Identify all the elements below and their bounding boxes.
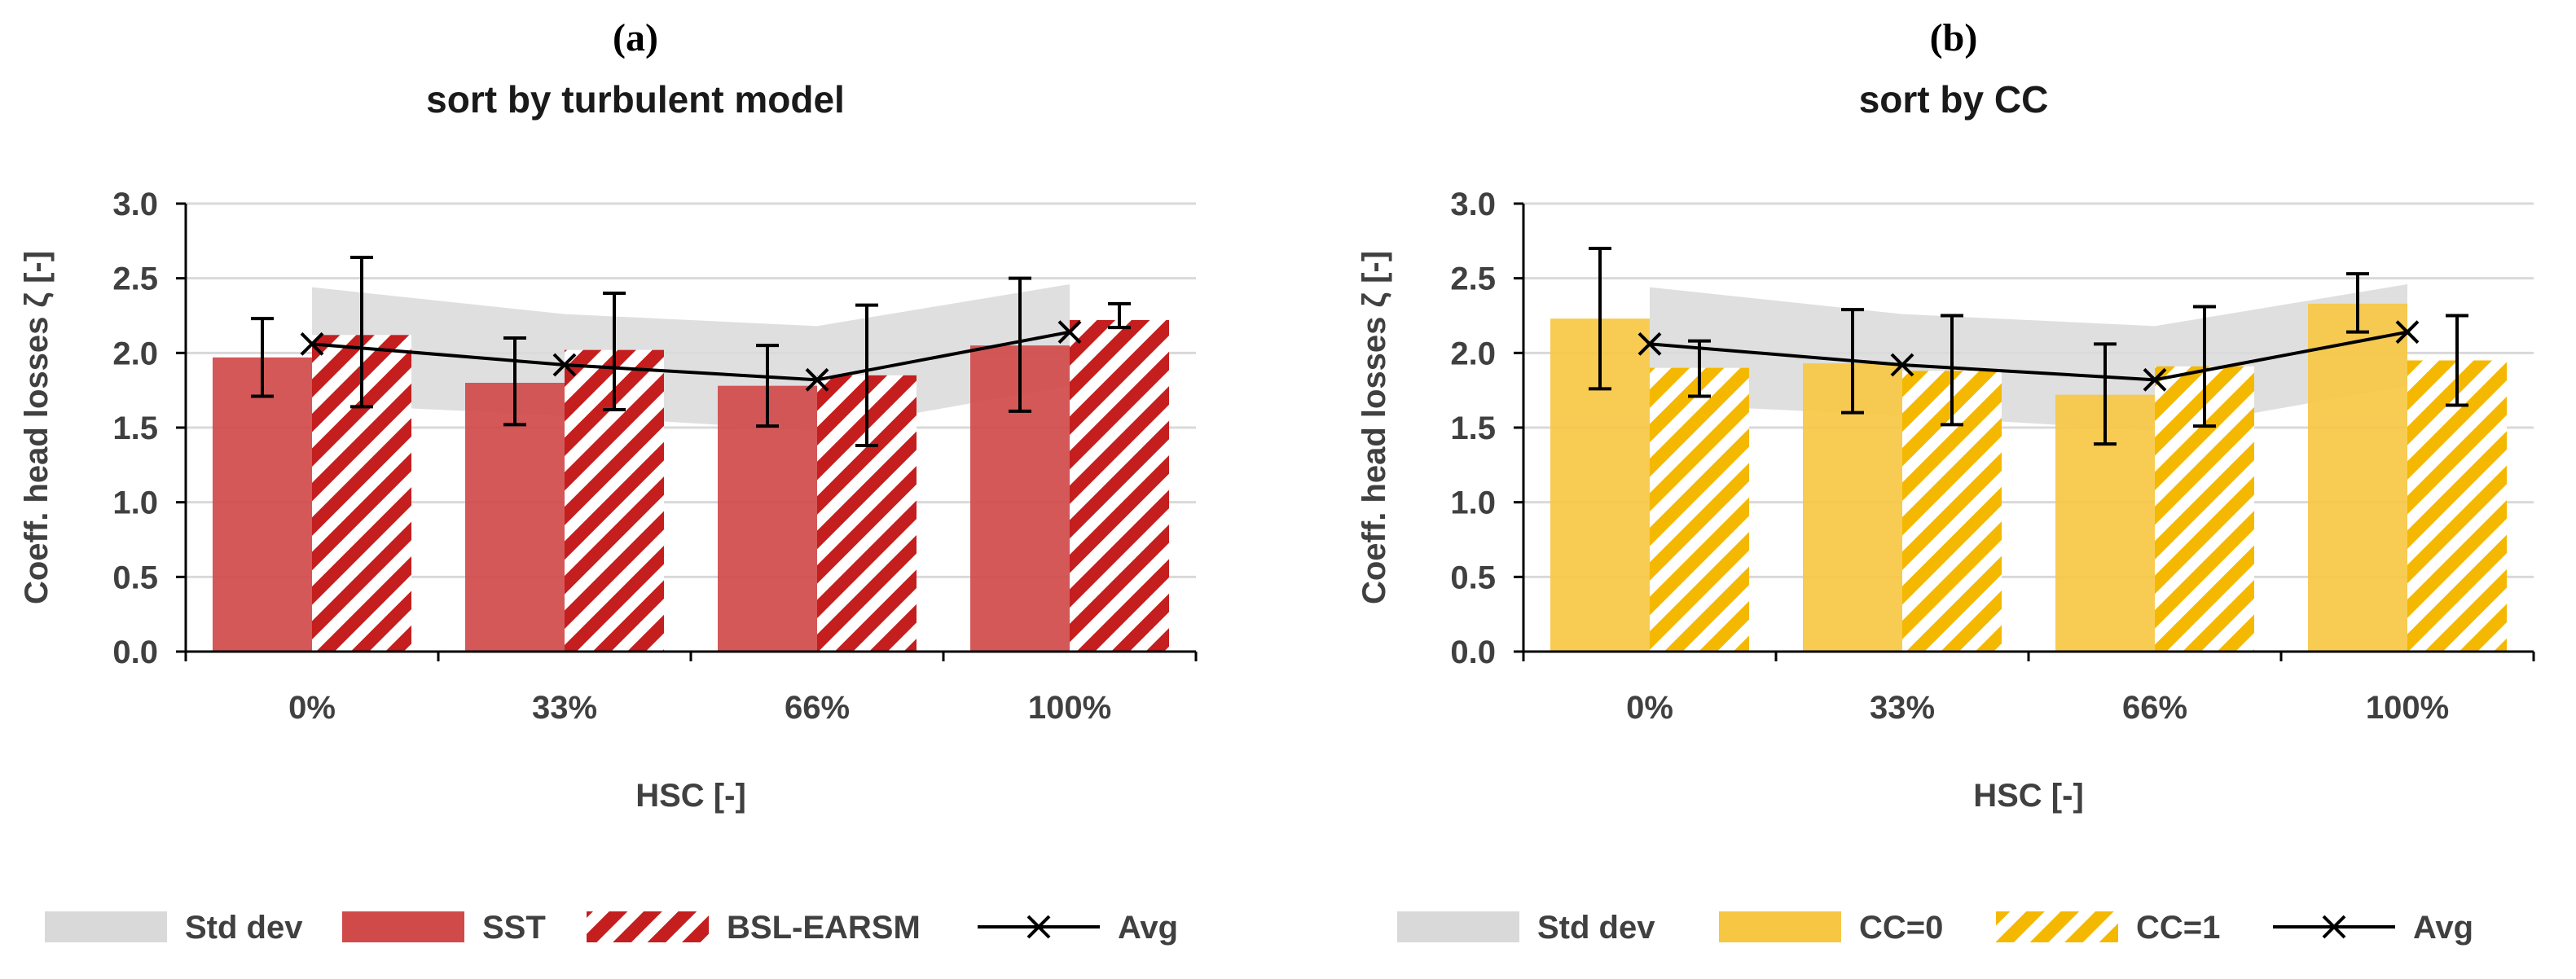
panel-label: (b) — [1930, 16, 1978, 59]
std-dev-band — [312, 284, 1070, 431]
x-tick-label: 66% — [2122, 690, 2187, 726]
legend-label: BSL-EARSM — [727, 910, 921, 946]
y-tick-label: 3.0 — [112, 187, 158, 222]
legend-swatch-cc-0 — [1719, 911, 1841, 942]
bar-cc-0 — [2308, 303, 2407, 652]
y-tick-label: 1.5 — [112, 410, 158, 446]
legend: Std dev SST BSL-EARSM Avg — [45, 910, 1178, 946]
legend-swatch-std-dev — [45, 911, 167, 942]
x-tick-label: 66% — [785, 690, 850, 726]
y-tick-label: 2.5 — [112, 261, 158, 297]
legend-swatch-avg-marker — [2322, 915, 2346, 939]
x-axis-label: HSC [-] — [635, 778, 746, 814]
y-tick-label: 1.0 — [112, 485, 158, 521]
legend-swatch-bsl-earsm — [587, 911, 709, 942]
y-tick-labels: 0.0 0.5 1.0 1.5 2.0 2.5 3.0 — [112, 187, 158, 670]
avg-marker — [552, 353, 577, 377]
legend-label: CC=1 — [2136, 910, 2220, 946]
bar-bsl-earsm — [1070, 320, 1169, 652]
avg-marker — [2395, 320, 2420, 345]
std-dev-area — [1650, 284, 2407, 431]
avg-marker — [1890, 353, 1914, 377]
avg-line-path — [1649, 330, 2408, 382]
legend-label: CC=0 — [1859, 910, 1943, 946]
bar-sst — [718, 385, 817, 652]
legend-swatch-avg-marker — [1026, 915, 1051, 939]
legend-label: Avg — [1118, 910, 1178, 946]
std-dev-band — [1650, 284, 2407, 431]
axes — [176, 202, 1198, 661]
y-tick-label: 0.5 — [1450, 560, 1496, 595]
legend-swatch-std-dev — [1397, 911, 1519, 942]
bar-cc-1 — [1650, 367, 1749, 652]
chart-title: sort by CC — [1859, 78, 2049, 121]
x-tick-label: 0% — [288, 690, 336, 726]
y-tick-label: 2.0 — [112, 336, 158, 371]
legend-label: Std dev — [185, 910, 303, 946]
bar-cc-1 — [2407, 360, 2507, 652]
x-tick-label: 100% — [2366, 690, 2449, 726]
y-axis-label: Coeff. head losses ζ [-] — [1356, 251, 1392, 604]
bars — [213, 320, 1169, 652]
avg-marker — [1057, 320, 1082, 345]
legend-swatch-cc-1 — [1996, 911, 2118, 942]
chart-panel-b: (b) sort by CC 0.0 0.5 1.0 1.5 2.0 2.5 3.0 0% 3… — [1356, 16, 2535, 946]
avg-marker — [1637, 331, 1662, 356]
y-tick-labels: 0.0 0.5 1.0 1.5 2.0 2.5 3.0 — [1450, 187, 1496, 670]
bar-sst — [465, 383, 565, 652]
y-axis-label: Coeff. head losses ζ [-] — [19, 251, 55, 604]
x-tick-label: 33% — [532, 690, 597, 726]
y-tick-label: 3.0 — [1450, 187, 1496, 222]
x-tick-label: 33% — [1870, 690, 1935, 726]
x-tick-label: 0% — [1626, 690, 1673, 726]
y-tick-label: 1.5 — [1450, 410, 1496, 446]
y-tick-label: 2.0 — [1450, 336, 1496, 371]
avg-marker — [2143, 367, 2167, 392]
avg-line — [300, 320, 1082, 392]
legend-label: SST — [482, 910, 546, 946]
legend-label: Std dev — [1537, 910, 1655, 946]
avg-line-path — [311, 330, 1070, 382]
legend: Std dev CC=0 CC=1 Avg — [1397, 910, 2473, 946]
error-bars — [251, 256, 1131, 447]
y-tick-label: 1.0 — [1450, 485, 1496, 521]
std-dev-area — [312, 284, 1070, 431]
avg-marker — [300, 331, 324, 356]
bar-sst — [213, 357, 312, 652]
x-tick-labels: 0% 33% 66% 100% — [288, 690, 1111, 726]
x-tick-labels: 0% 33% 66% 100% — [1626, 690, 2449, 726]
x-tick-label: 100% — [1028, 690, 1111, 726]
legend-label: Avg — [2413, 910, 2473, 946]
y-tick-label: 0.0 — [112, 634, 158, 670]
avg-marker — [805, 367, 829, 392]
x-axis-label: HSC [-] — [1973, 778, 2084, 814]
chart-panel-a: (a) sort by turbulent model 0.0 0.5 1.0 1.5… — [19, 16, 1198, 946]
y-tick-label: 0.5 — [112, 560, 158, 595]
avg-line — [1637, 320, 2420, 392]
y-tick-label: 0.0 — [1450, 634, 1496, 670]
legend-swatch-sst — [342, 911, 464, 942]
axes — [1514, 202, 2535, 661]
y-tick-label: 2.5 — [1450, 261, 1496, 297]
bars — [1550, 303, 2507, 652]
chart-title: sort by turbulent model — [426, 78, 845, 121]
error-bars — [1589, 247, 2468, 446]
panel-label: (a) — [613, 16, 658, 59]
